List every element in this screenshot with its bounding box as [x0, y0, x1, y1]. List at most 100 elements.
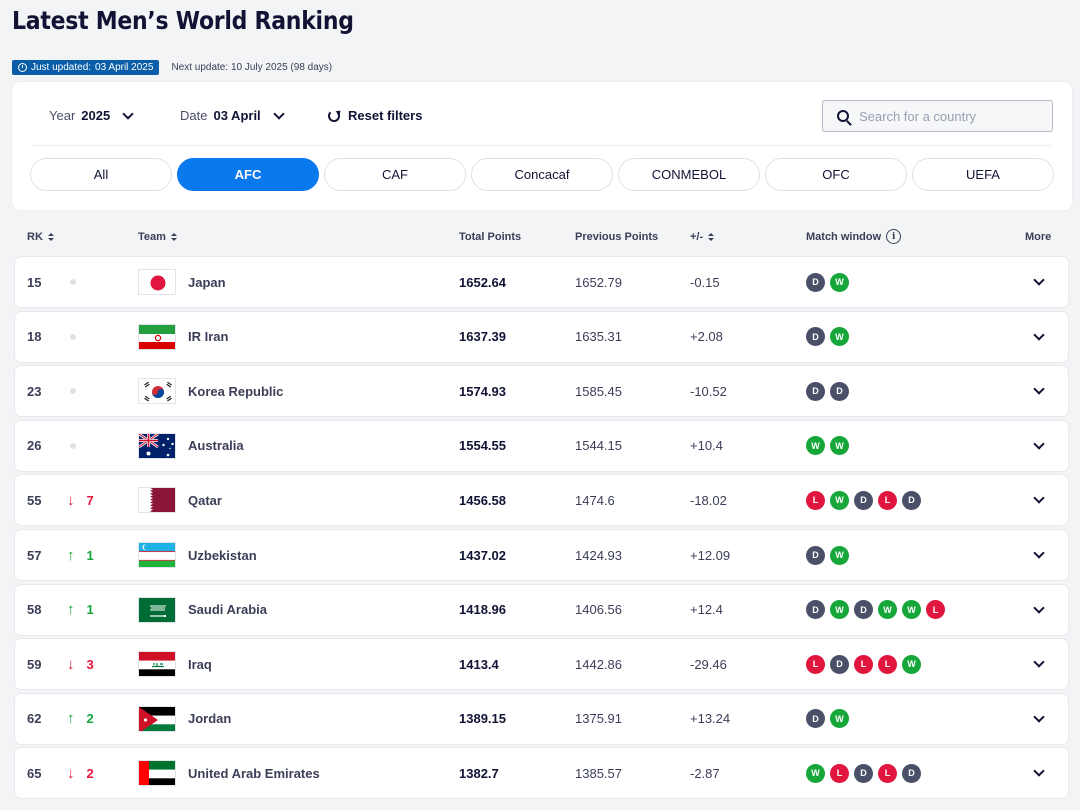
match-result-badge[interactable]: D	[902, 763, 921, 783]
match-result-badge[interactable]: W	[830, 436, 849, 456]
rank-movement: ↓ 7	[67, 475, 94, 525]
year-filter[interactable]: Year 2025	[49, 107, 134, 123]
table-row[interactable]: 15 Japan 1652.64 1652.79 -0.15 D W	[15, 257, 1068, 307]
match-result-badge[interactable]: D	[806, 545, 825, 565]
team-cell[interactable]: Japan	[138, 257, 226, 307]
total-points: 1389.15	[459, 711, 506, 727]
match-result-badge[interactable]: L	[830, 763, 849, 783]
match-result-badge[interactable]: L	[806, 654, 825, 674]
match-result-badge[interactable]: W	[830, 600, 849, 620]
team-name[interactable]: Iraq	[188, 656, 212, 672]
match-result-badge[interactable]: W	[830, 545, 849, 565]
expand-row-button[interactable]	[1033, 530, 1045, 580]
expand-row-button[interactable]	[1033, 475, 1045, 525]
team-name[interactable]: Uzbekistan	[188, 547, 257, 563]
table-row[interactable]: 58 ↑ 1 Saudi Arabia 1418.96 1406.56 +12.4 D W D W W…	[15, 584, 1068, 635]
search-input[interactable]	[859, 108, 1039, 124]
table-row[interactable]: 55 ↓ 7 Qatar 1456.58 1474.6 -18.02 L W D L D	[15, 475, 1068, 526]
match-result-badge[interactable]: D	[830, 654, 849, 674]
match-result-badge[interactable]: D	[830, 381, 849, 401]
match-result-badge[interactable]: L	[878, 490, 897, 510]
header-team[interactable]: Team	[138, 231, 177, 243]
tab-afc[interactable]: AFC	[177, 158, 319, 191]
team-name[interactable]: IR Iran	[188, 329, 229, 345]
team-name[interactable]: Qatar	[188, 492, 222, 508]
expand-row-button[interactable]	[1033, 421, 1045, 471]
tab-conmebol[interactable]: CONMEBOL	[618, 158, 760, 191]
team-cell[interactable]: IR Iran	[138, 312, 228, 362]
expand-row-button[interactable]	[1033, 639, 1045, 689]
team-name[interactable]: Jordan	[188, 711, 232, 727]
tab-all[interactable]: All	[30, 158, 172, 191]
expand-row-button[interactable]	[1033, 694, 1045, 744]
expand-row-button[interactable]	[1033, 748, 1045, 798]
team-name[interactable]: United Arab Emirates	[188, 765, 320, 781]
just-updated-label: Just updated:	[31, 62, 92, 73]
match-result-badge[interactable]: L	[854, 654, 873, 674]
arrow-down-icon: ↓	[67, 655, 75, 673]
team-cell[interactable]: Iraq	[138, 639, 212, 689]
table-row[interactable]: 57 ↑ 1 Uzbekistan 1437.02 1424.93 +12.09 D W	[15, 530, 1068, 580]
team-cell[interactable]: Qatar	[138, 475, 222, 525]
table-row[interactable]: 23 Korea Republic 1574.93 1585.45 -10.52 D D	[15, 366, 1068, 417]
chevron-down-icon	[1033, 438, 1045, 450]
match-result-badge[interactable]: D	[806, 272, 825, 292]
match-result-badge[interactable]: L	[806, 490, 825, 510]
match-result-badge[interactable]: W	[830, 327, 849, 347]
expand-row-button[interactable]	[1033, 585, 1045, 635]
total-points: 1637.39	[459, 329, 506, 345]
team-cell[interactable]: Jordan	[138, 694, 231, 744]
date-filter[interactable]: Date 03 April	[180, 107, 285, 123]
team-name[interactable]: Japan	[188, 274, 226, 290]
match-result-badge[interactable]: D	[854, 763, 873, 783]
info-icon[interactable]: i	[886, 229, 902, 244]
team-cell[interactable]: Saudi Arabia	[138, 585, 267, 635]
chevron-down-icon	[1033, 383, 1045, 395]
jordan-flag-icon	[138, 705, 176, 732]
match-result-badge[interactable]: D	[902, 490, 921, 510]
header-rank[interactable]: RK	[27, 231, 54, 243]
table-row[interactable]: 62 ↑ 2 Jordan 1389.15 1375.91 +13.24 D W	[15, 693, 1068, 744]
team-cell[interactable]: Australia	[138, 421, 244, 471]
match-result-badge[interactable]: L	[878, 763, 897, 783]
arrow-up-icon: ↑	[67, 546, 75, 564]
team-name[interactable]: Korea Republic	[188, 383, 284, 399]
expand-row-button[interactable]	[1033, 257, 1045, 307]
tab-uefa[interactable]: UEFA	[912, 158, 1054, 191]
team-cell[interactable]: Korea Republic	[138, 366, 283, 416]
match-result-badge[interactable]: D	[806, 600, 825, 620]
expand-row-button[interactable]	[1033, 366, 1045, 416]
tab-caf[interactable]: CAF	[324, 158, 466, 191]
match-result-badge[interactable]: D	[806, 381, 825, 401]
match-result-badge[interactable]: L	[926, 600, 945, 620]
table-row[interactable]: 65 ↓ 2 United Arab Emirates 1382.7 1385.57 -2.…	[15, 748, 1068, 799]
table-row[interactable]: 59 ↓ 3 Iraq 1413.4 1442.86 -29.46 L D L L W	[15, 639, 1068, 690]
team-name[interactable]: Saudi Arabia	[188, 602, 267, 618]
match-result-badge[interactable]: W	[878, 600, 897, 620]
match-result-badge[interactable]: D	[854, 600, 873, 620]
iran-flag-icon	[138, 323, 176, 350]
match-result-badge[interactable]: W	[902, 600, 921, 620]
team-name[interactable]: Australia	[188, 438, 244, 454]
match-result-badge[interactable]: W	[830, 709, 849, 729]
reset-filters-button[interactable]: Reset filters	[328, 108, 422, 123]
match-result-badge[interactable]: W	[806, 763, 825, 783]
tab-ofc[interactable]: OFC	[765, 158, 907, 191]
no-change-icon	[70, 279, 76, 285]
match-result-badge[interactable]: W	[902, 654, 921, 674]
table-row[interactable]: 26 Australia 1554.55 1544.15 +10.4 W W	[15, 420, 1068, 471]
match-result-badge[interactable]: L	[878, 654, 897, 674]
match-result-badge[interactable]: W	[830, 272, 849, 292]
team-cell[interactable]: Uzbekistan	[138, 530, 257, 580]
expand-row-button[interactable]	[1033, 312, 1045, 362]
match-result-badge[interactable]: W	[830, 490, 849, 510]
team-cell[interactable]: United Arab Emirates	[138, 748, 320, 798]
table-row[interactable]: 18 IR Iran 1637.39 1635.31 +2.08 D W	[15, 311, 1068, 362]
match-result-badge[interactable]: D	[806, 327, 825, 347]
match-result-badge[interactable]: D	[854, 490, 873, 510]
tab-concacaf[interactable]: Concacaf	[471, 158, 613, 191]
match-result-badge[interactable]: D	[806, 709, 825, 729]
match-result-badge[interactable]: W	[806, 436, 825, 456]
header-diff[interactable]: +/-	[690, 231, 715, 243]
